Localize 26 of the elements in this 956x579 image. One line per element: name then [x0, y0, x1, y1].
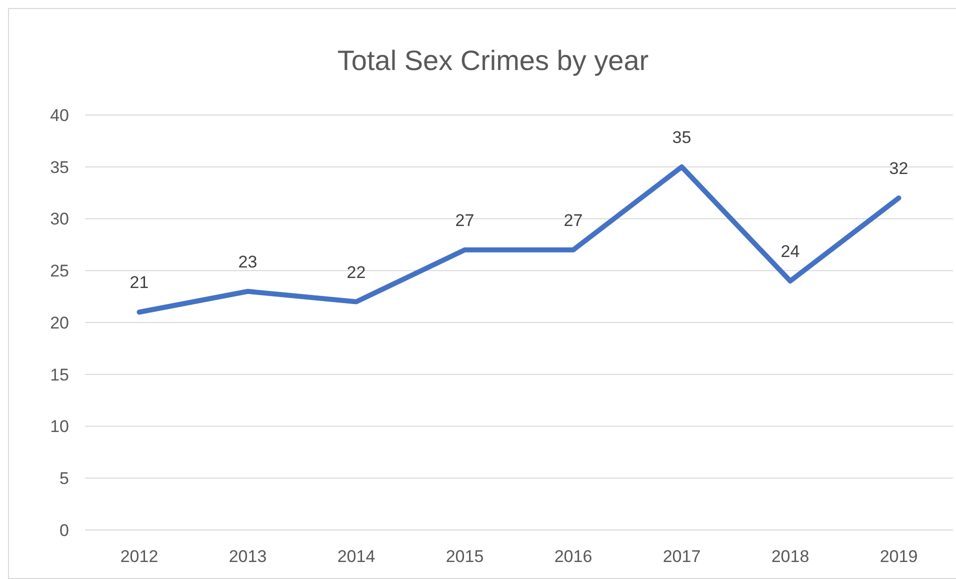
y-tick-label: 0 — [60, 520, 69, 540]
y-tick-label: 10 — [50, 417, 69, 436]
data-label: 32 — [889, 159, 908, 178]
x-tick-label: 2012 — [120, 547, 158, 566]
y-tick-label: 25 — [50, 262, 69, 281]
x-tick-label: 2014 — [337, 547, 376, 566]
y-tick-label: 40 — [50, 106, 69, 125]
y-tick-label: 15 — [50, 365, 69, 384]
y-tick-label: 35 — [50, 158, 69, 177]
y-tick-label: 20 — [50, 313, 69, 332]
x-tick-label: 2017 — [662, 547, 701, 566]
chart-title: Total Sex Crimes by year — [337, 45, 649, 76]
data-label: 21 — [130, 273, 149, 292]
x-tick-label: 2013 — [228, 547, 267, 566]
data-label: 24 — [780, 242, 800, 261]
data-label: 27 — [564, 210, 583, 230]
x-tick-label: 2018 — [771, 547, 810, 566]
data-label: 27 — [455, 210, 474, 230]
data-label: 23 — [238, 252, 258, 272]
x-tick-label: 2015 — [446, 547, 484, 566]
y-tick-label: 5 — [60, 469, 69, 488]
x-tick-label: 2016 — [554, 547, 592, 566]
y-tick-label: 30 — [50, 210, 69, 229]
data-label: 22 — [346, 262, 366, 282]
data-label: 35 — [672, 128, 692, 147]
x-tick-label: 2019 — [880, 547, 918, 566]
